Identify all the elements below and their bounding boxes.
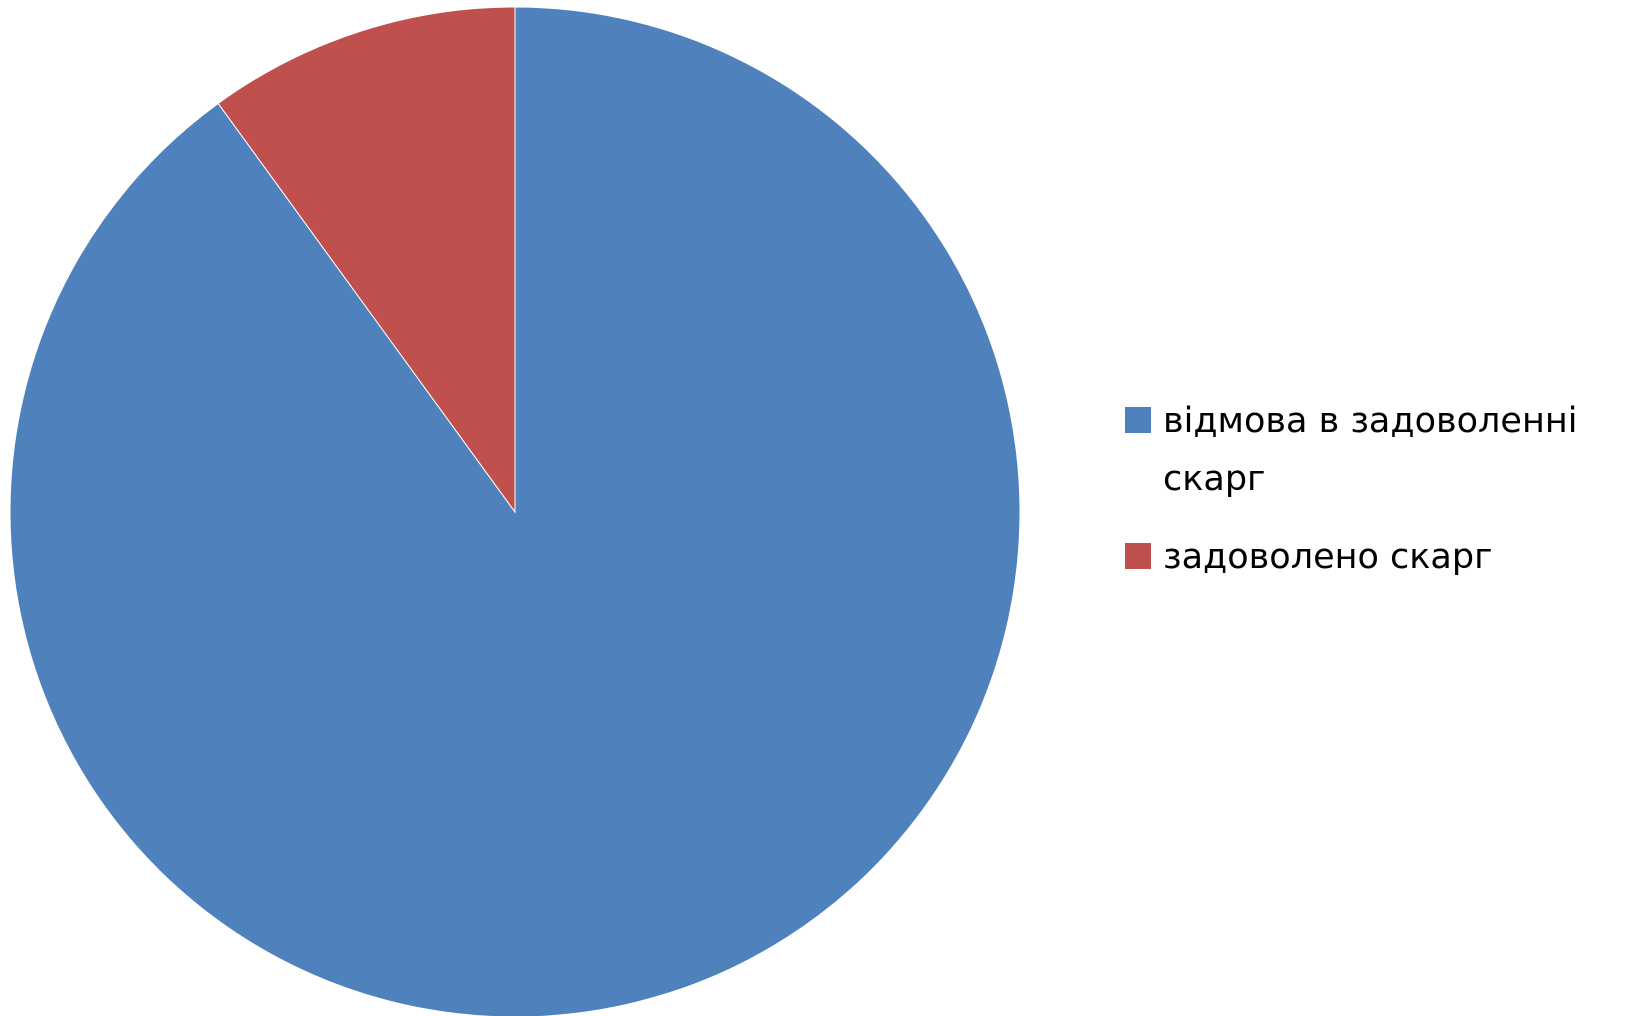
pie-slices	[9, 6, 1021, 1016]
pie-slice-refused	[9, 6, 1021, 1016]
legend-item-refused: відмова в задоволенні скарг	[1125, 392, 1630, 508]
legend-item-satisfied: задоволено скарг	[1125, 528, 1630, 586]
legend-label-satisfied: задоволено скарг	[1163, 537, 1493, 577]
pie-slice-satisfied	[217, 6, 516, 514]
legend-swatch-refused	[1125, 407, 1151, 433]
legend: відмова в задоволенні скарг задоволено с…	[1125, 392, 1630, 606]
legend-swatch-satisfied	[1125, 543, 1151, 569]
legend-label-refused: відмова в задоволенні скарг	[1163, 401, 1578, 499]
